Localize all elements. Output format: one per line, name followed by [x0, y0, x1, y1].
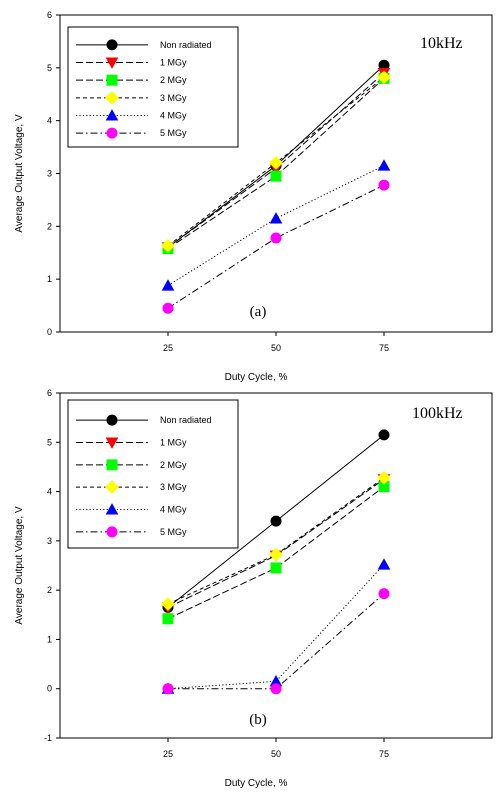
y-tick-label: 4: [47, 487, 52, 497]
frequency-annotation: 100kHz: [412, 405, 463, 422]
data-point: [270, 515, 282, 527]
data-point: [161, 597, 175, 611]
data-point: [269, 674, 283, 687]
data-point: [270, 683, 282, 695]
data-point: [378, 481, 390, 493]
legend-entry: 3 MGy: [160, 482, 187, 492]
y-tick-label: 4: [47, 116, 52, 126]
legend-entry: 1 MGy: [160, 438, 187, 448]
series-line-4: [167, 564, 385, 690]
y-tick-label: 2: [47, 221, 52, 231]
x-tick-label: 50: [271, 749, 281, 759]
y-tick-label: 6: [47, 388, 52, 398]
data-point: [270, 562, 282, 574]
legend-marker: [106, 414, 118, 426]
y-tick-label: 6: [47, 10, 52, 20]
data-point: [378, 429, 390, 441]
data-point: [269, 156, 283, 170]
y-tick-label: 3: [47, 536, 52, 546]
data-point: [161, 239, 175, 253]
y-tick-label: 1: [47, 634, 52, 644]
legend-entry: Non radiated: [160, 40, 212, 50]
x-axis-label: Duty Cycle, %: [225, 778, 288, 789]
x-axis-label: Duty Cycle, %: [225, 372, 288, 383]
legend-entry: 4 MGy: [160, 111, 187, 121]
legend-marker: [105, 437, 119, 449]
data-point: [270, 232, 282, 244]
data-point: [269, 212, 283, 224]
chart-b: -1 0 1 2 3 4 5 6 25 50 75 Duty Cycle, % Average Outp…: [14, 388, 493, 789]
data-point: [162, 613, 174, 625]
y-tick-label: 0: [47, 327, 52, 337]
legend-marker: [105, 480, 119, 495]
legend-marker: [105, 109, 119, 121]
legend-box: [67, 399, 239, 549]
data-point: [378, 179, 390, 191]
x-tick-label: 25: [163, 749, 173, 759]
y-tick-label: 1: [47, 274, 52, 284]
legend-entry: 5 MGy: [160, 527, 187, 537]
y-tick-label: -1: [44, 733, 52, 743]
series-line-5: [167, 184, 385, 309]
data-point: [162, 302, 174, 314]
legend-marker: [106, 459, 118, 471]
x-tick-label: 25: [163, 343, 173, 353]
legend-marker: [105, 503, 119, 515]
data-point: [377, 470, 391, 485]
data-point: [162, 683, 174, 695]
series-line-4: [167, 165, 385, 286]
data-point: [378, 59, 390, 71]
data-point: [270, 170, 282, 182]
legend-marker: [105, 90, 119, 105]
y-tick-label: 5: [47, 63, 52, 73]
legend-marker: [105, 57, 119, 69]
legend: Non radiated 1 MGy 2 MGy 3 MGy 4 MGy 5 MGy: [67, 26, 239, 148]
x-tick-label: 75: [379, 749, 389, 759]
data-point: [377, 159, 391, 171]
y-tick-label: 0: [47, 684, 52, 694]
y-axis-label: Average Output Voltage, V: [14, 506, 25, 625]
data-point: [378, 588, 390, 600]
legend-entry: 2 MGy: [160, 75, 187, 85]
legend-marker: [106, 74, 118, 86]
y-tick-label: 5: [47, 437, 52, 447]
data-point: [269, 547, 283, 562]
y-tick-label: 3: [47, 169, 52, 179]
legend-entry: 1 MGy: [160, 58, 187, 68]
chart-a: 0 1 2 3 4 5 6 25 50 75 Duty Cycle, % Average Output…: [14, 10, 493, 383]
legend-box: [67, 26, 239, 148]
legend-marker: [106, 127, 118, 139]
legend: Non radiated 1 MGy 2 MGy 3 MGy 4 MGy 5 MGy: [67, 399, 239, 549]
x-tick-label: 75: [379, 343, 389, 353]
legend-entry: 3 MGy: [160, 93, 187, 103]
y-tick-label: 2: [47, 585, 52, 595]
data-point: [377, 70, 391, 85]
series-line-5: [168, 593, 385, 690]
legend-marker: [106, 39, 118, 51]
data-point: [377, 558, 391, 570]
legend-marker: [106, 526, 118, 538]
panel-label: (a): [250, 304, 267, 320]
y-axis-label: Average Output Voltage, V: [14, 114, 25, 233]
legend-entry: Non radiated: [160, 415, 212, 425]
data-point: [161, 279, 175, 291]
x-tick-label: 50: [271, 343, 281, 353]
legend-entry: 4 MGy: [160, 505, 187, 515]
legend-entry: 2 MGy: [160, 460, 187, 470]
legend-entry: 5 MGy: [160, 128, 187, 138]
frequency-annotation: 10kHz: [420, 35, 463, 52]
panel-label: (b): [249, 712, 267, 728]
